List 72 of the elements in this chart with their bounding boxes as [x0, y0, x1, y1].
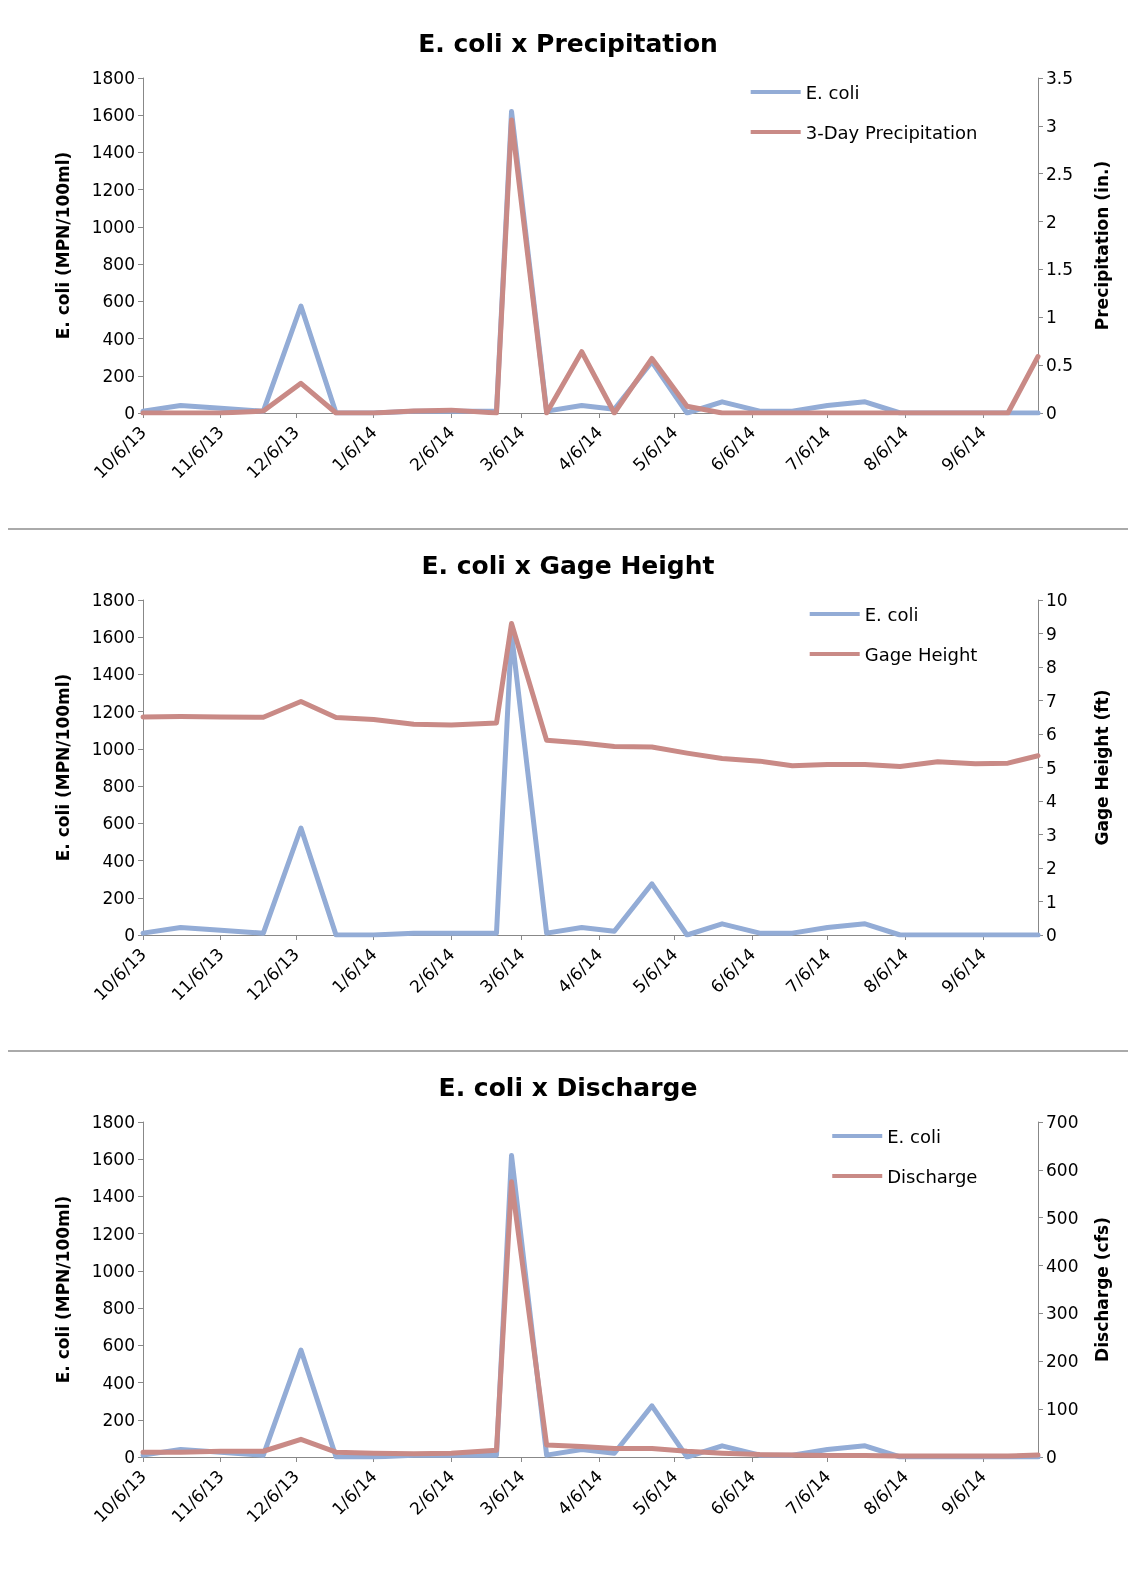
y2-axis-title: Gage Height (ft) [1091, 689, 1112, 846]
y-tick-label: 400 [102, 1372, 135, 1393]
y2-tick-label: 9 [1046, 623, 1057, 644]
y-tick-label: 200 [102, 1409, 135, 1430]
y-tick-label: 200 [102, 887, 135, 908]
y2-tick-label: 300 [1046, 1303, 1079, 1324]
y-tick-label: 1000 [91, 1260, 135, 1281]
y2-tick-label: 3 [1046, 115, 1057, 136]
y-tick-label: 0 [124, 403, 135, 423]
y2-tick-label: 500 [1046, 1207, 1079, 1228]
y-tick-label: 1400 [91, 664, 135, 685]
y2-tick-label: 10 [1046, 590, 1068, 610]
y2-tick-label: 200 [1046, 1351, 1079, 1372]
y-tick-label: 0 [124, 1447, 135, 1467]
chart-title: E. coli x Gage Height [421, 551, 715, 580]
y2-tick-label: 0.5 [1046, 355, 1074, 376]
y2-tick-label: 2.5 [1046, 163, 1074, 184]
y-tick-label: 1800 [91, 68, 135, 88]
y2-tick-label: 3.5 [1046, 68, 1074, 88]
legend-label: Gage Height [864, 643, 978, 665]
y-tick-label: 1000 [91, 216, 135, 237]
y2-tick-label: 5 [1046, 757, 1057, 778]
y-tick-label: 1600 [91, 1149, 135, 1170]
y2-tick-label: 0 [1046, 403, 1057, 423]
y-tick-label: 800 [102, 776, 135, 797]
y-tick-label: 1800 [91, 590, 135, 610]
y2-tick-label: 1.5 [1046, 259, 1074, 280]
y2-tick-label: 1 [1046, 307, 1057, 328]
y2-tick-label: 100 [1046, 1399, 1079, 1420]
y-tick-label: 1200 [91, 179, 135, 200]
y-tick-label: 800 [102, 254, 135, 275]
y2-tick-label: 7 [1046, 690, 1057, 711]
y-tick-label: 600 [102, 291, 135, 312]
y-tick-label: 0 [124, 925, 135, 945]
y-tick-label: 600 [102, 813, 135, 834]
y-tick-label: 400 [102, 850, 135, 871]
y-tick-label: 1600 [91, 105, 135, 126]
y2-tick-label: 700 [1046, 1112, 1079, 1132]
y-axis-title: E. coli (MPN/100ml) [52, 151, 73, 340]
y-tick-label: 1400 [91, 1186, 135, 1207]
chart-title: E. coli x Precipitation [418, 29, 718, 58]
y-tick-label: 400 [102, 328, 135, 349]
y-tick-label: 1600 [91, 627, 135, 648]
y2-tick-label: 8 [1046, 657, 1057, 677]
y2-tick-label: 1 [1046, 891, 1057, 912]
y-tick-label: 800 [102, 1298, 135, 1319]
y-tick-label: 200 [102, 365, 135, 386]
y2-tick-label: 6 [1046, 724, 1057, 744]
y-tick-label: 1200 [91, 1223, 135, 1244]
legend-label: E. coli [887, 1125, 941, 1147]
y2-axis-title: Precipitation (in.) [1091, 160, 1112, 331]
y-tick-label: 1200 [91, 701, 135, 722]
y2-tick-label: 600 [1046, 1159, 1079, 1180]
y-tick-label: 1400 [91, 142, 135, 163]
legend-label: E. coli [864, 603, 919, 625]
y-axis-title: E. coli (MPN/100ml) [52, 673, 73, 862]
legend-label: 3-Day Precipitation [805, 121, 978, 143]
y2-tick-label: 4 [1046, 791, 1057, 811]
chart-title: E. coli x Discharge [438, 1073, 698, 1102]
y-tick-label: 1000 [91, 738, 135, 759]
y2-tick-label: 3 [1046, 824, 1057, 845]
y2-tick-label: 0 [1046, 925, 1057, 945]
y-tick-label: 600 [102, 1335, 135, 1356]
y-axis-title: E. coli (MPN/100ml) [52, 1195, 73, 1384]
y2-tick-label: 400 [1046, 1255, 1079, 1276]
legend-label: E. coli [805, 81, 860, 103]
y2-tick-label: 0 [1046, 1447, 1057, 1467]
y2-tick-label: 2 [1046, 211, 1057, 232]
y-tick-label: 1800 [91, 1112, 135, 1132]
y2-tick-label: 2 [1046, 858, 1057, 878]
y2-axis-title: Discharge (cfs) [1091, 1217, 1112, 1362]
legend-label: Discharge [887, 1165, 978, 1187]
